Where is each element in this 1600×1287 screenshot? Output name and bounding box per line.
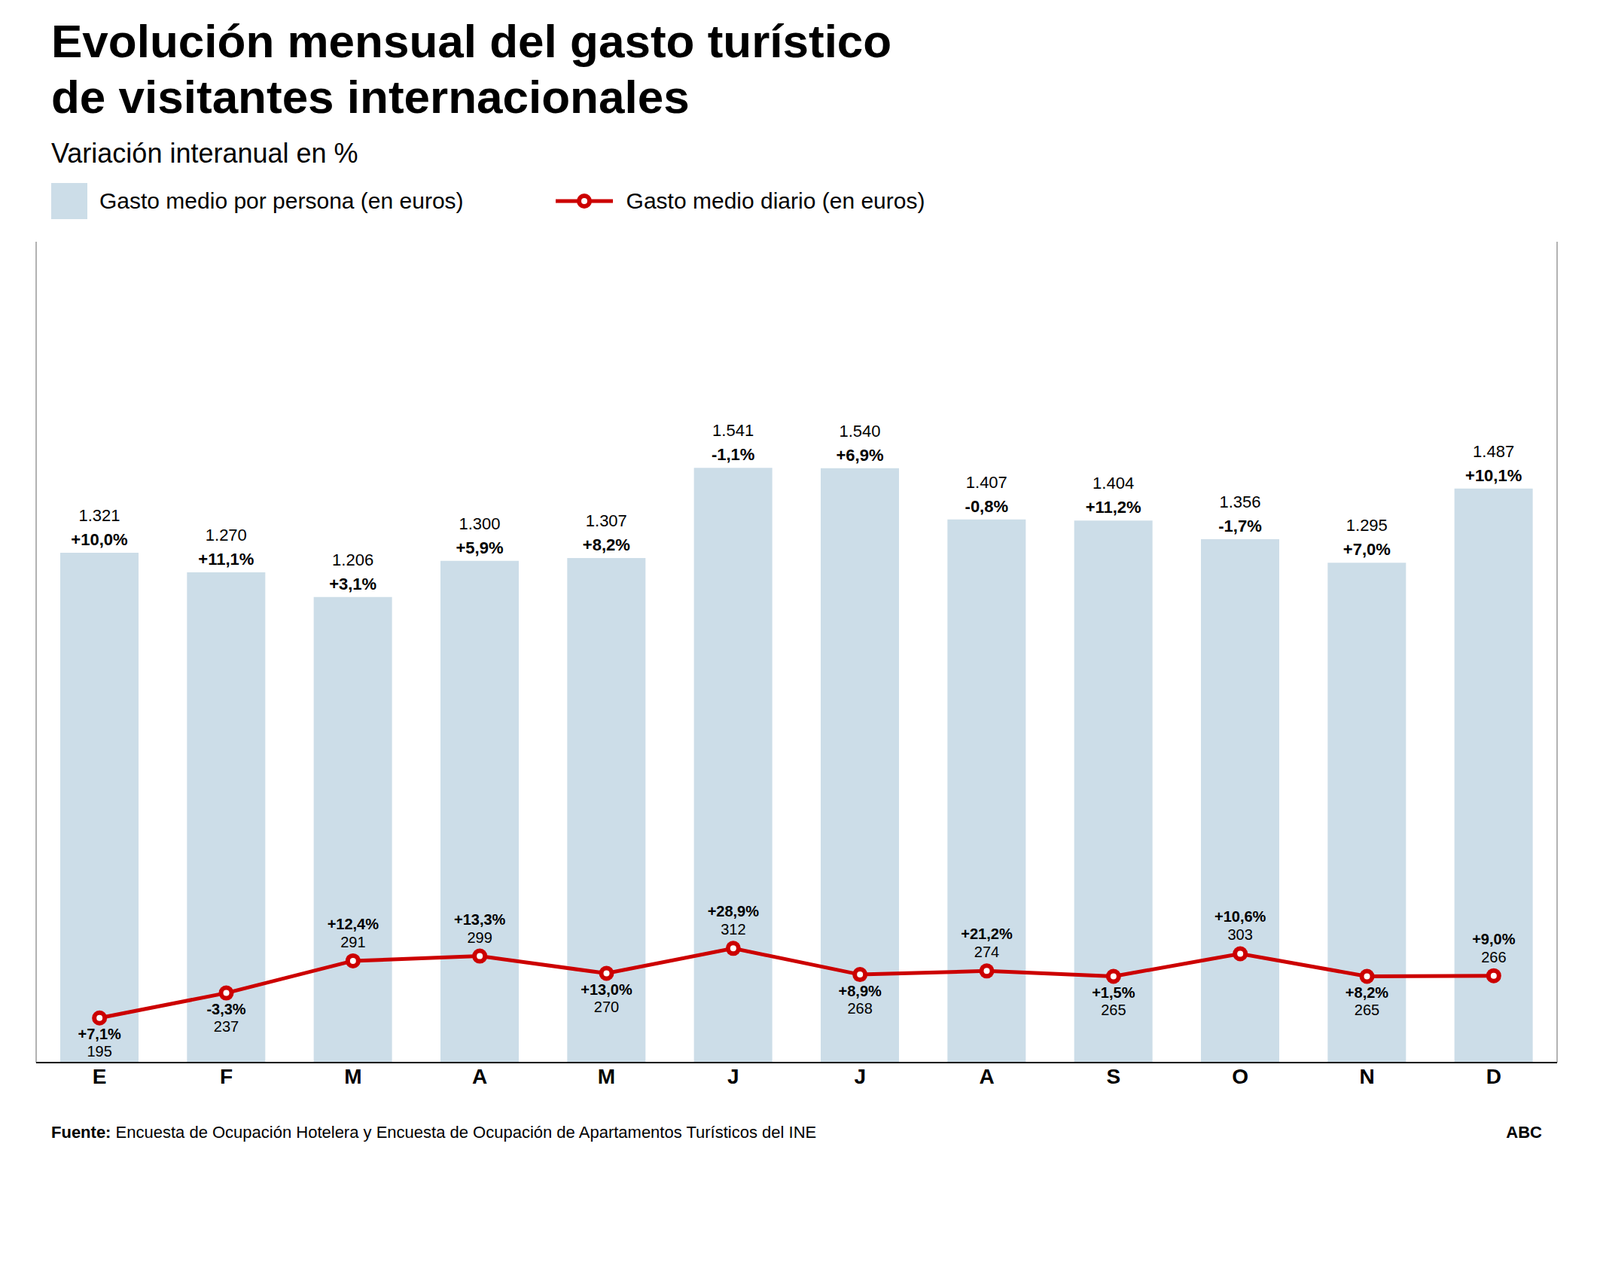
svg-text:+11,1%: +11,1%	[198, 549, 254, 569]
svg-text:1.270: 1.270	[205, 525, 247, 545]
svg-text:+21,2%: +21,2%	[960, 925, 1013, 942]
svg-text:270: 270	[594, 998, 619, 1015]
svg-text:237: 237	[213, 1017, 239, 1035]
svg-text:+1,5%: +1,5%	[1091, 984, 1135, 1001]
svg-text:1.540: 1.540	[838, 420, 881, 440]
html-text:Variación interanual en %: Variación interanual en %	[51, 137, 359, 169]
svg-text:+7,0%: +7,0%	[1343, 539, 1391, 559]
svg-text:A: A	[472, 1064, 488, 1088]
svg-text:M: M	[597, 1064, 616, 1088]
svg-text:+10,0%: +10,0%	[70, 530, 128, 549]
html-text:Gasto medio diario (en euros): Gasto medio diario (en euros)	[626, 188, 925, 213]
svg-text:299: 299	[466, 928, 492, 945]
svg-text:291: 291	[340, 933, 366, 951]
svg-text:274: 274	[974, 943, 1000, 960]
svg-text:+28,9%: +28,9%	[707, 902, 760, 920]
svg-text:+11,2%: +11,2%	[1085, 497, 1142, 517]
html-text:Gasto medio por persona (en eu: Gasto medio por persona (en euros)	[99, 188, 464, 213]
svg-text:1.407: 1.407	[966, 472, 1008, 492]
svg-text:+13,0%: +13,0%	[580, 981, 633, 998]
svg-text:+3,1%: +3,1%	[329, 574, 377, 594]
svg-text:N: N	[1359, 1064, 1375, 1088]
svg-text:E: E	[92, 1064, 107, 1088]
svg-text:1.206: 1.206	[332, 550, 374, 570]
svg-text:-1,7%: -1,7%	[1218, 516, 1262, 536]
svg-text:+12,4%: +12,4%	[327, 915, 380, 933]
svg-text:195: 195	[86, 1042, 112, 1060]
svg-text:O: O	[1231, 1064, 1249, 1088]
svg-text:1.321: 1.321	[78, 505, 120, 525]
svg-text:J: J	[727, 1064, 740, 1088]
svg-text:+10,6%: +10,6%	[1214, 908, 1267, 925]
svg-text:1.295: 1.295	[1346, 515, 1388, 535]
svg-text:265: 265	[1354, 1001, 1380, 1018]
svg-text:+8,2%: +8,2%	[1345, 984, 1389, 1001]
svg-text:1.356: 1.356	[1219, 492, 1261, 512]
svg-text:S: S	[1106, 1064, 1121, 1088]
svg-text:265: 265	[1100, 1001, 1126, 1018]
svg-text:-1,1%: -1,1%	[711, 444, 755, 464]
svg-text:F: F	[219, 1064, 233, 1088]
html-text:ABC: ABC	[1506, 1122, 1543, 1142]
svg-text:1.404: 1.404	[1092, 473, 1134, 493]
svg-text:-3,3%: -3,3%	[206, 1000, 246, 1018]
svg-text:+5,9%: +5,9%	[455, 537, 503, 557]
svg-text:+7,1%: +7,1%	[78, 1025, 122, 1043]
svg-text:+6,9%: +6,9%	[835, 444, 884, 464]
svg-text:1.307: 1.307	[585, 511, 628, 531]
svg-text:303: 303	[1227, 926, 1253, 943]
svg-text:+13,3%: +13,3%	[454, 910, 506, 927]
svg-text:A: A	[978, 1064, 994, 1088]
svg-text:+8,2%: +8,2%	[582, 535, 631, 555]
svg-text:-0,8%: -0,8%	[965, 496, 1009, 516]
svg-text:266: 266	[1481, 947, 1506, 965]
svg-text:268: 268	[847, 999, 872, 1016]
html-text:Fuente: Encuesta de Ocupación: Fuente: Encuesta de Ocupación Hotelera y…	[51, 1122, 817, 1142]
svg-text:1.541: 1.541	[712, 420, 754, 440]
svg-text:1.487: 1.487	[1472, 441, 1515, 461]
svg-text:312: 312	[720, 920, 746, 938]
html-text:Evolución mensual del gasto tu: Evolución mensual del gasto turístico de…	[51, 15, 892, 124]
svg-text:M: M	[344, 1064, 362, 1088]
svg-text:+9,0%: +9,0%	[1472, 929, 1515, 947]
svg-text:J: J	[853, 1064, 866, 1088]
svg-text:+10,1%: +10,1%	[1465, 466, 1522, 485]
svg-text:1.300: 1.300	[458, 513, 500, 533]
svg-text:+8,9%: +8,9%	[838, 981, 882, 999]
svg-text:D: D	[1486, 1064, 1502, 1088]
